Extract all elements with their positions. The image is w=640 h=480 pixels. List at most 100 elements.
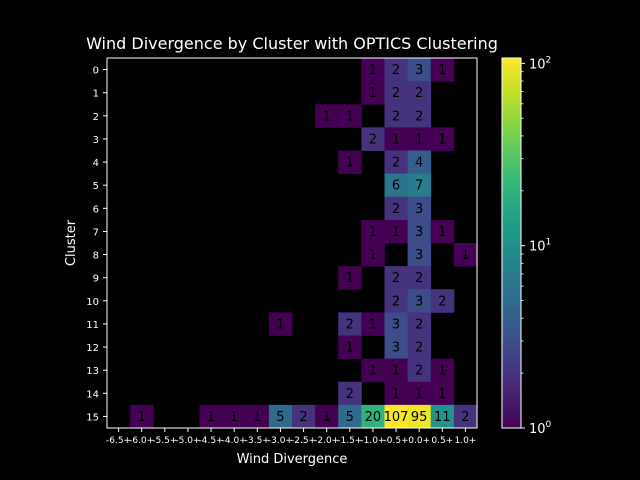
heatmap-cell [384, 404, 409, 429]
heatmap-cell [384, 58, 409, 82]
heatmap-cell [338, 104, 362, 128]
x-tick-label: 0.0+ [408, 436, 430, 446]
x-tick-label: -2.5+ [291, 436, 316, 446]
cell-value-label: 1 [438, 63, 446, 78]
x-tick-label: -5.0+ [175, 436, 200, 446]
heatmap-cell [199, 404, 224, 429]
heatmap-cell [407, 404, 432, 429]
colorbar-tick-label: 102 [529, 55, 551, 72]
heatmap-cell [384, 266, 409, 290]
heatmap-cell [130, 404, 154, 429]
heatmap-cell [361, 404, 385, 429]
heatmap-cell [407, 173, 432, 198]
cell-value-label: 1 [323, 109, 331, 124]
cell-value-label: 1 [346, 156, 354, 171]
y-tick-label: 7 [93, 227, 99, 238]
cell-value-label: 1 [346, 109, 354, 124]
y-tick-label: 3 [93, 135, 99, 146]
cell-value-label: 2 [415, 317, 423, 332]
cell-value-label: 1 [438, 225, 446, 240]
heatmap-cell [222, 404, 247, 429]
heatmap-cell [453, 404, 478, 429]
x-tick-label: -6.5+ [106, 436, 131, 446]
cell-value-label: 2 [346, 317, 354, 332]
heatmap-cell [338, 381, 362, 406]
heatmap-cell [430, 289, 455, 313]
x-tick-label: 1.0+ [455, 436, 477, 446]
heatmap-cell [407, 312, 432, 336]
heatmap-cell [407, 81, 432, 105]
heatmap-cell [315, 404, 339, 429]
cell-value-label: 1 [346, 271, 354, 286]
heatmap-cell [384, 289, 409, 313]
heatmap-cell [430, 358, 455, 383]
cell-value-label: 1 [392, 387, 400, 402]
cell-value-label: 2 [415, 341, 423, 356]
heatmap-cell [292, 404, 316, 429]
heatmap-cell [361, 358, 385, 383]
plot-frame [106, 57, 478, 429]
cell-value-label: 6 [392, 179, 400, 194]
x-tick-label: -3.0+ [268, 436, 293, 446]
cell-value-label: 5 [346, 410, 354, 425]
cell-value-label: 1 [230, 410, 238, 425]
heatmap-cell [361, 243, 385, 267]
x-tick-label: -0.5+ [384, 436, 409, 446]
cell-value-label: 2 [438, 294, 446, 309]
cell-value-label: 11 [434, 410, 451, 425]
y-tick-label: 10 [86, 297, 99, 308]
cell-value-label: 1 [369, 364, 377, 379]
heatmap-cell [384, 381, 409, 406]
heatmap-cell [338, 150, 362, 175]
heatmap-cell-labels: 1 2 3 11 2 21 1 2 22 1 1 11 2 46 72 31 1 3 11 3 11 2 22 3 21 2 1 3 2… [138, 63, 470, 425]
heatmap-cell [384, 219, 409, 244]
heatmap-cell [407, 381, 432, 406]
chart-title: Wind Divergence by Cluster with OPTICS C… [86, 34, 498, 53]
heatmap-cell [361, 58, 385, 82]
heatmap-cell [384, 358, 409, 383]
cell-value-label: 1 [253, 410, 261, 425]
x-tick-label: -3.5+ [245, 436, 270, 446]
heatmap-cell [384, 104, 409, 128]
cell-value-label: 3 [415, 63, 423, 78]
cell-value-label: 2 [392, 86, 400, 101]
y-tick-label: 13 [86, 366, 99, 377]
heatmap-cell [361, 127, 385, 151]
heatmap-cell [338, 335, 362, 360]
heatmap-cell [338, 312, 362, 336]
y-tick-label: 8 [93, 251, 99, 262]
cell-value-label: 1 [392, 132, 400, 147]
heatmap-cell [407, 104, 432, 128]
cell-value-label: 3 [392, 317, 400, 332]
heatmap-cell [384, 312, 409, 336]
heatmap-cell [407, 150, 432, 175]
cell-value-label: 7 [415, 179, 423, 194]
cell-value-label: 3 [415, 248, 423, 263]
heatmap-cell [407, 266, 432, 290]
cell-value-label: 1 [438, 387, 446, 402]
cell-value-label: 1 [415, 132, 423, 147]
colorbar-tick-label: 101 [529, 238, 551, 255]
y-tick-label: 0 [93, 66, 99, 77]
heatmap-cell [384, 335, 409, 360]
cell-value-label: 1 [415, 387, 423, 402]
colorbar-tick-label: 100 [529, 420, 552, 437]
heatmap-cell [453, 243, 478, 267]
y-tick-label: 6 [93, 204, 99, 215]
heatmap-cell [245, 404, 270, 429]
x-tick-label: -4.5+ [199, 436, 224, 446]
x-tick-label: -5.5+ [152, 436, 177, 446]
y-tick-label: 11 [86, 320, 99, 331]
cell-value-label: 5 [276, 410, 284, 425]
cell-value-label: 2 [415, 364, 423, 379]
cell-value-label: 2 [415, 109, 423, 124]
y-tick-label: 4 [93, 158, 99, 169]
heatmap-cell [407, 289, 432, 313]
heatmap-cell [361, 81, 385, 105]
y-tick-label: 2 [93, 112, 99, 123]
cell-value-label: 2 [415, 271, 423, 286]
cell-value-label: 2 [299, 410, 307, 425]
colorbar [501, 57, 522, 429]
cell-value-label: 2 [392, 63, 400, 78]
cell-value-label: 1 [138, 410, 146, 425]
